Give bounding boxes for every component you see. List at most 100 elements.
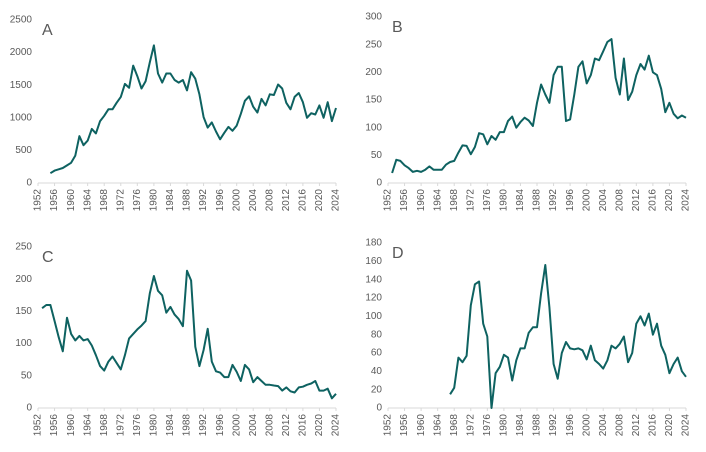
- x-tick-label: 1960: [66, 414, 77, 437]
- x-tick-label: 1956: [49, 189, 60, 212]
- x-tick-label: 2012: [281, 414, 292, 437]
- x-tick-label: 2008: [264, 189, 275, 212]
- y-tick-label: 0: [26, 403, 32, 414]
- x-tick-label: 1956: [49, 414, 60, 437]
- y-tick-label: 300: [365, 12, 382, 23]
- y-tick-label: 0: [376, 178, 382, 189]
- x-tick-label: 2020: [664, 414, 675, 437]
- y-tick-label: 2500: [10, 15, 33, 26]
- y-tick-label: 1500: [10, 80, 33, 91]
- y-tick-label: 0: [376, 403, 382, 414]
- x-tick-label: 2004: [248, 189, 259, 212]
- x-tick-label: 1976: [132, 414, 143, 437]
- x-tick-label: 2024: [681, 189, 692, 212]
- x-tick-label: 2012: [631, 414, 642, 437]
- y-tick-label: 160: [365, 256, 382, 267]
- x-tick-label: 1964: [82, 414, 93, 437]
- x-tick-label: 2012: [631, 189, 642, 212]
- x-tick-label: 1964: [82, 189, 93, 212]
- x-tick-label: 1976: [482, 414, 493, 437]
- panel-title: D: [392, 245, 404, 262]
- x-tick-label: 1996: [215, 414, 226, 437]
- x-tick-label: 1980: [499, 414, 510, 437]
- panel-title: C: [42, 249, 54, 266]
- data-line: [391, 38, 687, 174]
- x-tick-label: 1952: [33, 414, 44, 437]
- y-tick-label: 60: [371, 348, 383, 359]
- x-tick-label: 2016: [298, 189, 309, 212]
- x-tick-label: 1992: [198, 414, 209, 437]
- y-tick-label: 2000: [10, 47, 33, 58]
- x-tick-label: 2024: [331, 414, 342, 437]
- data-line: [449, 264, 687, 409]
- x-tick-label: 1988: [532, 189, 543, 212]
- y-tick-label: 250: [15, 242, 32, 253]
- y-tick-label: 80: [371, 329, 383, 340]
- x-tick-label: 2024: [681, 414, 692, 437]
- x-tick-label: 2020: [314, 414, 325, 437]
- x-tick-label: 1988: [182, 414, 193, 437]
- x-tick-label: 2008: [614, 414, 625, 437]
- x-tick-label: 1968: [449, 189, 460, 212]
- x-tick-label: 1984: [515, 189, 526, 212]
- x-tick-label: 1952: [383, 414, 394, 437]
- x-tick-label: 1972: [465, 189, 476, 212]
- x-tick-label: 1956: [399, 189, 410, 212]
- x-tick-label: 1952: [383, 189, 394, 212]
- x-tick-label: 2020: [314, 189, 325, 212]
- y-tick-label: 0: [26, 178, 32, 189]
- y-tick-label: 100: [365, 122, 382, 133]
- x-tick-label: 1984: [515, 414, 526, 437]
- x-tick-label: 1988: [182, 189, 193, 212]
- y-tick-label: 150: [15, 306, 32, 317]
- y-tick-label: 180: [365, 238, 382, 249]
- y-tick-label: 40: [371, 366, 383, 377]
- x-tick-label: 1992: [548, 189, 559, 212]
- panel-title: B: [392, 19, 403, 36]
- x-tick-label: 2012: [281, 189, 292, 212]
- x-tick-label: 1988: [532, 414, 543, 437]
- x-tick-label: 1960: [66, 189, 77, 212]
- x-tick-label: 1964: [432, 189, 443, 212]
- y-tick-label: 100: [15, 338, 32, 349]
- x-tick-label: 2016: [648, 189, 659, 212]
- x-tick-label: 1996: [215, 189, 226, 212]
- x-tick-label: 1992: [548, 414, 559, 437]
- x-tick-label: 2000: [231, 414, 242, 437]
- panel-title: A: [42, 22, 53, 39]
- x-tick-label: 1968: [99, 189, 110, 212]
- x-tick-label: 2024: [331, 189, 342, 212]
- x-tick-label: 2000: [581, 189, 592, 212]
- x-tick-label: 1972: [465, 414, 476, 437]
- x-tick-label: 1972: [115, 189, 126, 212]
- x-tick-label: 2016: [648, 414, 659, 437]
- x-tick-label: 1976: [132, 189, 143, 212]
- x-tick-label: 1968: [449, 414, 460, 437]
- y-tick-label: 50: [371, 150, 383, 161]
- x-tick-label: 2008: [614, 189, 625, 212]
- x-tick-label: 2004: [598, 189, 609, 212]
- data-line: [49, 44, 337, 175]
- x-tick-label: 2004: [248, 414, 259, 437]
- x-tick-label: 1960: [416, 189, 427, 212]
- x-tick-label: 1968: [99, 414, 110, 437]
- data-line: [41, 269, 337, 400]
- y-tick-label: 140: [365, 274, 382, 285]
- y-tick-label: 120: [365, 293, 382, 304]
- x-tick-label: 1976: [482, 189, 493, 212]
- x-tick-label: 2000: [581, 414, 592, 437]
- x-tick-label: 2020: [664, 189, 675, 212]
- x-tick-label: 1984: [165, 414, 176, 437]
- y-tick-label: 500: [15, 145, 32, 156]
- x-tick-label: 1980: [149, 189, 160, 212]
- x-tick-label: 1964: [432, 414, 443, 437]
- y-tick-label: 200: [365, 67, 382, 78]
- x-tick-label: 1980: [149, 414, 160, 437]
- x-tick-label: 1960: [416, 414, 427, 437]
- y-tick-label: 250: [365, 39, 382, 50]
- x-tick-label: 1980: [499, 189, 510, 212]
- y-tick-label: 50: [21, 370, 33, 381]
- x-tick-label: 2000: [231, 189, 242, 212]
- y-tick-label: 1000: [10, 112, 33, 123]
